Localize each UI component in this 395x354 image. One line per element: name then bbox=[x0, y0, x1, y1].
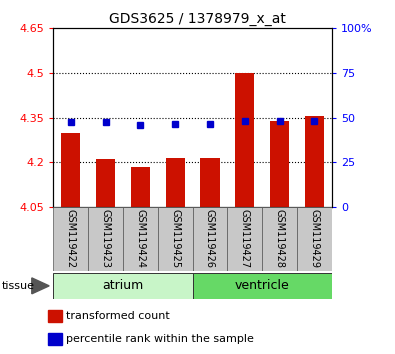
Bar bbox=[200, 158, 220, 207]
Text: atrium: atrium bbox=[102, 279, 143, 292]
Text: GSM119429: GSM119429 bbox=[309, 209, 320, 268]
Bar bbox=[53, 273, 193, 299]
Bar bbox=[193, 273, 332, 299]
Text: GSM119425: GSM119425 bbox=[170, 209, 180, 268]
Bar bbox=[158, 207, 193, 271]
Bar bbox=[48, 332, 62, 346]
Bar bbox=[297, 207, 332, 271]
Text: GSM119424: GSM119424 bbox=[135, 209, 145, 268]
Bar bbox=[193, 207, 228, 271]
Bar bbox=[262, 207, 297, 271]
Bar bbox=[48, 309, 62, 322]
Bar bbox=[305, 116, 324, 207]
Text: GSM119422: GSM119422 bbox=[66, 209, 76, 268]
Text: tissue: tissue bbox=[2, 281, 35, 291]
Bar bbox=[166, 158, 185, 207]
Bar bbox=[228, 207, 262, 271]
Text: ventricle: ventricle bbox=[235, 279, 290, 292]
Bar bbox=[270, 121, 289, 207]
Bar bbox=[131, 167, 150, 207]
Bar bbox=[88, 207, 123, 271]
Text: GSM119427: GSM119427 bbox=[240, 209, 250, 268]
Text: GSM119428: GSM119428 bbox=[275, 209, 284, 268]
Bar bbox=[53, 207, 88, 271]
Bar bbox=[235, 73, 254, 207]
Polygon shape bbox=[32, 278, 49, 294]
Text: percentile rank within the sample: percentile rank within the sample bbox=[66, 334, 254, 344]
Text: GSM119426: GSM119426 bbox=[205, 209, 215, 268]
Text: GSM119423: GSM119423 bbox=[101, 209, 111, 268]
Text: GDS3625 / 1378979_x_at: GDS3625 / 1378979_x_at bbox=[109, 12, 286, 27]
Bar bbox=[61, 133, 80, 207]
Text: transformed count: transformed count bbox=[66, 311, 170, 321]
Bar bbox=[123, 207, 158, 271]
Bar bbox=[96, 159, 115, 207]
